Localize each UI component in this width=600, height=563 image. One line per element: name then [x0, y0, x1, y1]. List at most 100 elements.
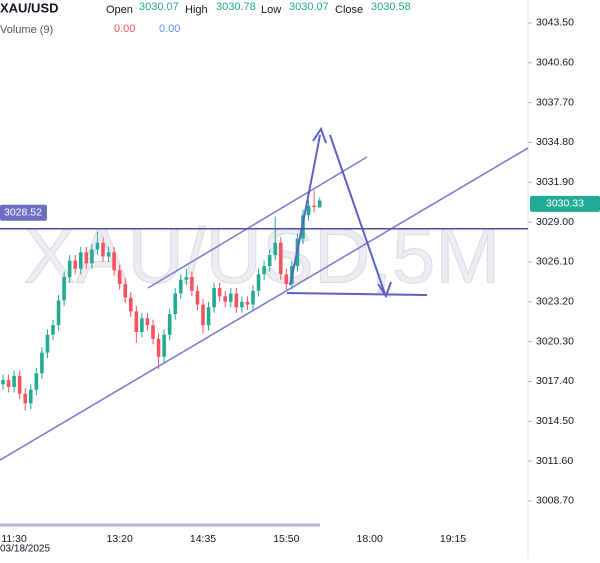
candle-body: [312, 205, 316, 208]
y-tick-label: 3023.20: [536, 296, 574, 308]
candle-body: [128, 297, 133, 312]
y-tick-label: 3031.90: [536, 176, 574, 188]
candle-body: [17, 375, 22, 394]
candle-body: [28, 389, 33, 404]
candle-body: [62, 277, 66, 301]
legend-value: 3030.07: [139, 1, 179, 13]
last-price-tag: [530, 195, 600, 212]
candle-body: [240, 301, 244, 308]
candle-body: [190, 277, 194, 291]
volume-value: 0.00: [114, 23, 135, 35]
candle-body: [73, 260, 78, 269]
channel-upper: [147, 156, 368, 289]
x-tick-label: 18:00: [357, 533, 383, 545]
candle-body: [278, 242, 283, 275]
candle-body: [1, 380, 5, 385]
candle-body: [123, 283, 128, 298]
y-tick-label: 3011.60: [536, 455, 573, 467]
candle-body: [156, 338, 161, 357]
candle-body: [78, 252, 83, 269]
candle-body: [251, 290, 255, 305]
candle-body: [23, 393, 28, 404]
candle-body: [45, 334, 50, 353]
candle-body: [167, 314, 172, 335]
candle-body: [212, 288, 216, 308]
candle-body: [162, 334, 166, 357]
y-tick-label: 3043.50: [536, 17, 574, 29]
target-line: [286, 292, 428, 296]
candle-body: [273, 242, 278, 256]
arrow-head: [312, 126, 327, 144]
level-label: 3028.52: [4, 206, 42, 218]
header: XAU/USD Open 3030.07 High 3030.78 Low 30…: [0, 0, 411, 554]
arrow-head: [377, 281, 392, 299]
volume-label: Volume (9): [0, 24, 53, 36]
candle-body: [40, 352, 44, 374]
candle-body: [262, 266, 266, 275]
legend-value: 3030.07: [289, 1, 329, 13]
candle-body: [106, 252, 111, 257]
candle-body: [101, 242, 105, 257]
y-tick-label: 3017.40: [536, 375, 574, 387]
candle-body: [56, 300, 61, 326]
y-tick-label: 3008.70: [536, 495, 574, 507]
last-price-label: 3030.33: [546, 198, 584, 210]
y-tick-label: 3026.10: [536, 256, 574, 268]
x-tick-label: 11:30: [1, 533, 27, 545]
candle-body: [6, 380, 11, 387]
y-tick-label: 3014.50: [536, 415, 574, 427]
candle-body: [12, 375, 16, 387]
symbol: XAU/USD: [0, 0, 59, 15]
x-tick-label: 15:50: [273, 533, 299, 545]
arrow-down: [329, 134, 386, 295]
channel-lower: [0, 147, 529, 461]
watermark: XAU/USD,5M: [24, 212, 501, 300]
candle-body: [84, 252, 89, 264]
y-tick-label: 3034.80: [536, 136, 574, 148]
candle-body: [223, 296, 228, 302]
legend-label: Low: [261, 4, 281, 16]
y-tick-label: 3040.60: [536, 57, 574, 69]
candle-body: [51, 325, 55, 335]
candle-body: [228, 293, 233, 302]
legend-label: Close: [335, 4, 363, 16]
candle-body: [67, 260, 72, 278]
candle-body: [256, 274, 261, 291]
candle-body: [178, 279, 183, 294]
legend-value: 3030.78: [216, 1, 256, 13]
candle-body: [145, 318, 150, 326]
x-tick-label: 13:20: [107, 533, 133, 545]
candle-body: [206, 307, 211, 326]
legend-value: 3030.58: [371, 1, 411, 13]
candle-body: [90, 249, 94, 264]
candle-body: [195, 290, 200, 305]
candle-body: [184, 277, 189, 280]
candle-body: [134, 311, 139, 333]
candle-body: [117, 270, 122, 284]
x-tick-label: 19:15: [440, 533, 466, 545]
candle-body: [151, 325, 155, 339]
candle-body: [112, 252, 116, 271]
legend-label: Open: [106, 4, 133, 16]
volume-value: 0.00: [159, 23, 180, 35]
candle-body: [201, 304, 205, 326]
candle-body: [267, 255, 272, 267]
y-tick-label: 3037.70: [536, 96, 574, 108]
candle-body: [217, 288, 222, 297]
y-tick-label: 3029.00: [536, 216, 574, 228]
candle-body: [173, 293, 178, 315]
candle-body: [34, 373, 39, 390]
candle-body: [245, 301, 250, 305]
candle-body: [284, 274, 289, 284]
legend-label: High: [185, 4, 208, 16]
y-tick-label: 3020.30: [536, 335, 574, 347]
level-tag: [0, 204, 47, 221]
candle-body: [317, 200, 322, 208]
candle-body: [234, 293, 239, 308]
date-label: 03/18/2025: [0, 544, 50, 555]
candle-body: [306, 205, 311, 216]
arrow-up: [289, 134, 321, 286]
candle-body: [140, 318, 144, 333]
x-tick-label: 14:35: [190, 533, 216, 545]
